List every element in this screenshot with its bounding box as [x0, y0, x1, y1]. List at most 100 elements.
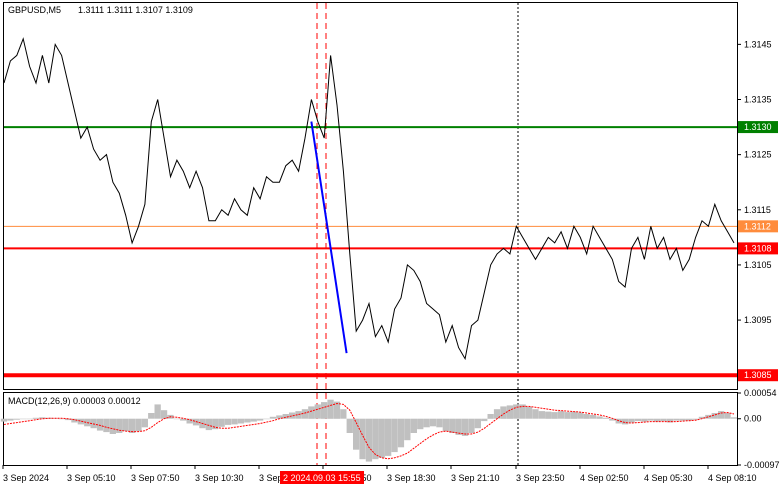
macd-bar: [103, 418, 110, 433]
macd-bar: [654, 418, 661, 422]
macd-bar: [711, 413, 718, 419]
macd-bar: [321, 402, 328, 419]
macd-bar: [698, 416, 706, 419]
highlight-time-label: 2 2024.09.03 15:55: [283, 473, 361, 483]
macd-bar: [622, 418, 629, 425]
level-tag-label: 1.3085: [744, 370, 772, 380]
time-tick-label: 3 Sep 23:50: [516, 473, 565, 483]
macd-bar: [90, 418, 97, 429]
macd-bar: [231, 418, 238, 425]
macd-bar: [468, 418, 475, 433]
time-tick-label: 3 Sep 18:30: [387, 473, 436, 483]
macd-bar: [346, 418, 353, 433]
macd-bar: [308, 406, 315, 419]
macd-bar: [128, 418, 136, 433]
macd-bar: [391, 418, 398, 453]
macd-bar: [602, 417, 610, 419]
ohlc-label: 1.3111 1.3111 1.3107 1.3109: [78, 5, 193, 15]
macd-bar: [64, 418, 72, 421]
macd-bar: [538, 411, 545, 419]
macd-bar: [96, 418, 104, 431]
macd-bar: [487, 414, 494, 419]
price-tick-label: 1.3125: [744, 150, 772, 160]
macd-bar: [122, 418, 129, 432]
macd-bar: [583, 414, 590, 419]
macd-bar: [39, 417, 46, 419]
time-tick-label: 3 Sep 07:50: [131, 473, 180, 483]
macd-bar: [20, 418, 27, 420]
macd-bar: [410, 418, 417, 433]
macd-bar: [525, 406, 533, 419]
macd-bar: [577, 412, 584, 419]
time-tick-label: 3 Sep 05:10: [67, 473, 116, 483]
macd-bar: [519, 404, 526, 419]
macd-axis-labels: 0.00054 0.00 -0.00097: [737, 388, 780, 470]
macd-bar: [417, 418, 424, 430]
level-price-tags: 1.3130 1.3112 1.3108 1.3085: [738, 121, 778, 382]
macd-bar: [474, 418, 481, 429]
macd-bar: [71, 418, 78, 423]
macd-bar: [77, 418, 84, 425]
price-tick-label: 1.3105: [744, 260, 772, 270]
macd-bar: [353, 418, 360, 450]
macd-label: MACD(12,26,9) 0.00003 0.00012: [8, 396, 141, 406]
macd-bar: [423, 418, 430, 428]
macd-bar: [327, 399, 334, 419]
time-tick-label: 3 Sep 21:10: [451, 473, 500, 483]
price-series-line: [3, 37, 735, 361]
macd-bar: [461, 418, 469, 436]
macd-bar: [705, 414, 712, 419]
price-tick-label: 1.3135: [744, 95, 772, 105]
macd-bar: [58, 418, 65, 420]
macd-bar: [532, 409, 539, 419]
macd-bar: [180, 418, 187, 421]
macd-bar: [545, 411, 552, 419]
macd-bar: [205, 418, 212, 431]
macd-bar: [0, 418, 8, 422]
macd-bar: [224, 418, 232, 425]
macd-bar: [570, 411, 577, 419]
macd-bar: [647, 418, 654, 421]
macd-tick-label: 0.00054: [744, 388, 777, 398]
macd-bar: [257, 418, 264, 421]
horizontal-levels: [4, 126, 737, 378]
macd-bar: [250, 418, 257, 422]
macd-bar: [436, 418, 443, 428]
macd-bar: [276, 415, 283, 419]
macd-bar: [609, 418, 616, 421]
macd-bar: [378, 418, 385, 458]
macd-bar: [455, 418, 462, 435]
macd-bar: [506, 405, 513, 419]
macd-bar: [596, 416, 603, 419]
macd-bar: [237, 418, 245, 424]
level-tag-label: 1.3130: [744, 122, 772, 132]
trend-line: [310, 121, 348, 354]
macd-bar: [314, 404, 321, 419]
macd-bar: [109, 418, 116, 434]
vertical-markers: [316, 3, 519, 465]
macd-bar: [173, 418, 180, 420]
level-tag-bg: [738, 220, 778, 233]
time-axis-labels: 3 Sep 2024 3 Sep 05:10 3 Sep 07:50 3 Sep 10…: [2, 465, 757, 483]
macd-bar: [718, 411, 725, 419]
level-tag-bg: [738, 242, 778, 255]
time-tick-label: 3 Sep 2024: [3, 473, 49, 483]
macd-bar: [429, 418, 437, 427]
price-tick-label: 1.3115: [744, 205, 771, 215]
macd-tick-label: 0.00: [744, 414, 762, 424]
macd-bar: [301, 409, 309, 419]
level-tag-label: 1.3108: [744, 243, 772, 253]
macd-bar: [481, 418, 488, 422]
macd-bar: [493, 409, 501, 419]
macd-bar: [513, 404, 520, 419]
macd-bar: [442, 418, 449, 432]
macd-bar: [212, 418, 219, 430]
time-tick-label: 4 Sep 02:50: [580, 473, 629, 483]
macd-bar: [686, 418, 693, 421]
macd-bar: [365, 418, 373, 462]
macd-bar: [32, 417, 40, 419]
macd-bar: [333, 401, 341, 419]
macd-bar: [404, 418, 411, 441]
symbol-label: GBPUSD,M5: [8, 5, 61, 15]
